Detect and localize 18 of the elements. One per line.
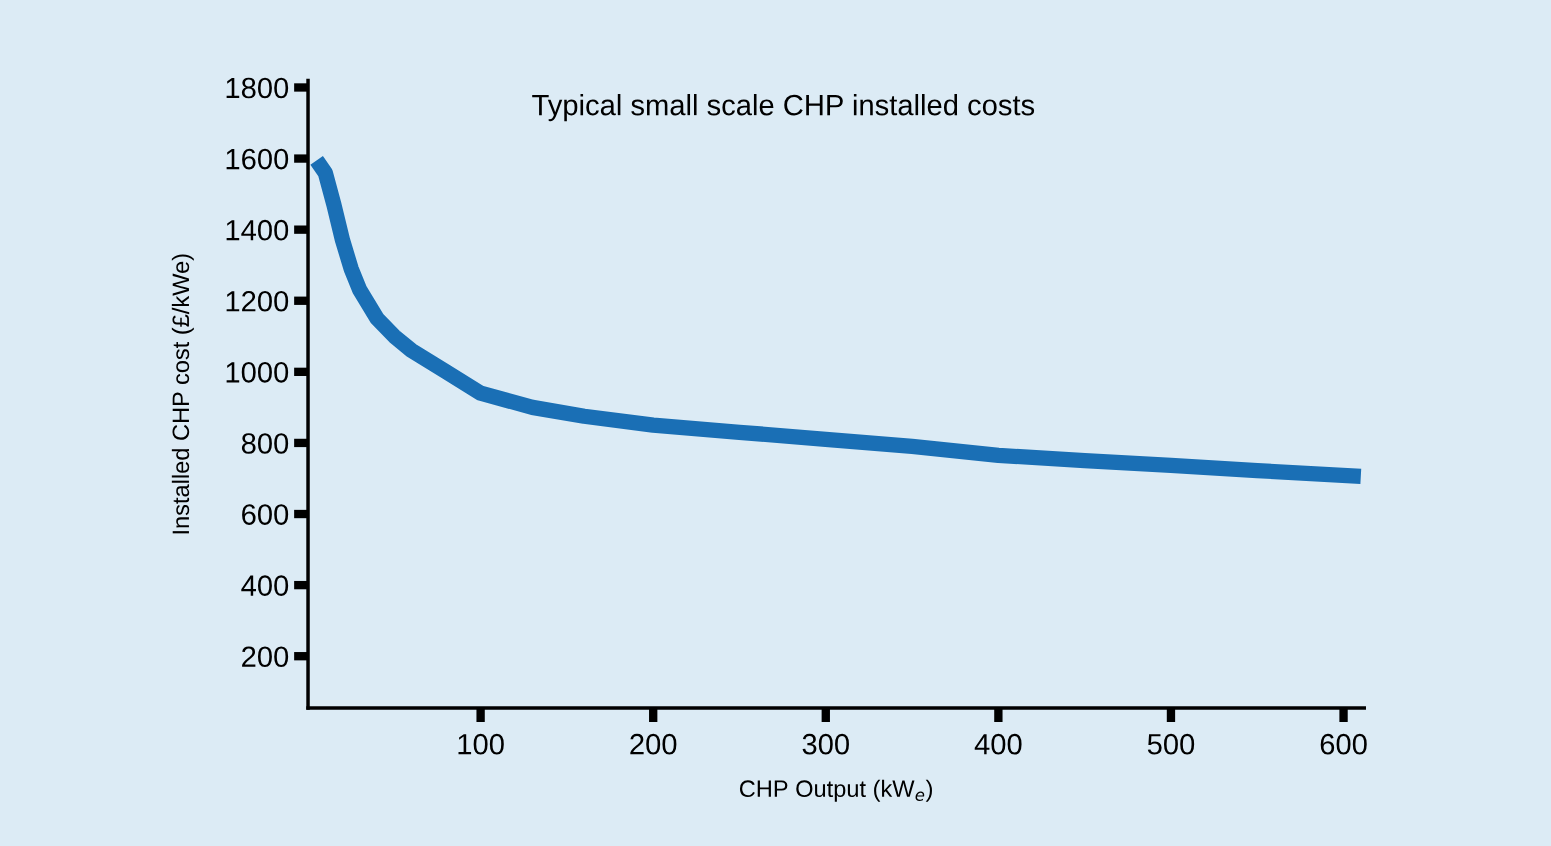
chart-title: Typical small scale CHP installed costs [532,94,1035,122]
x-tick-label: 500 [1147,733,1195,755]
y-tick-label: 1400 [226,219,289,241]
x-tick-label: 100 [458,733,504,755]
y-tick-label: 1600 [226,148,289,170]
y-tick-label: 1200 [226,290,289,312]
y-tick-label: 800 [241,433,289,454]
x-tick-label: 200 [630,733,677,755]
y-tick-label: 400 [241,575,289,596]
x-axis-title: CHP Output (kW$_{e}$) [739,779,932,802]
y-axis-title: Installed CHP cost (£/kWe) [171,254,194,534]
y-tick-label: 1000 [226,362,289,383]
x-tick-label: 300 [802,733,849,755]
y-tick-label: 1800 [226,77,289,99]
x-tick-label: 600 [1320,733,1367,755]
x-tick-label: 400 [974,733,1022,755]
y-tick-label: 600 [242,504,289,525]
y-tick-label: 200 [242,646,289,668]
